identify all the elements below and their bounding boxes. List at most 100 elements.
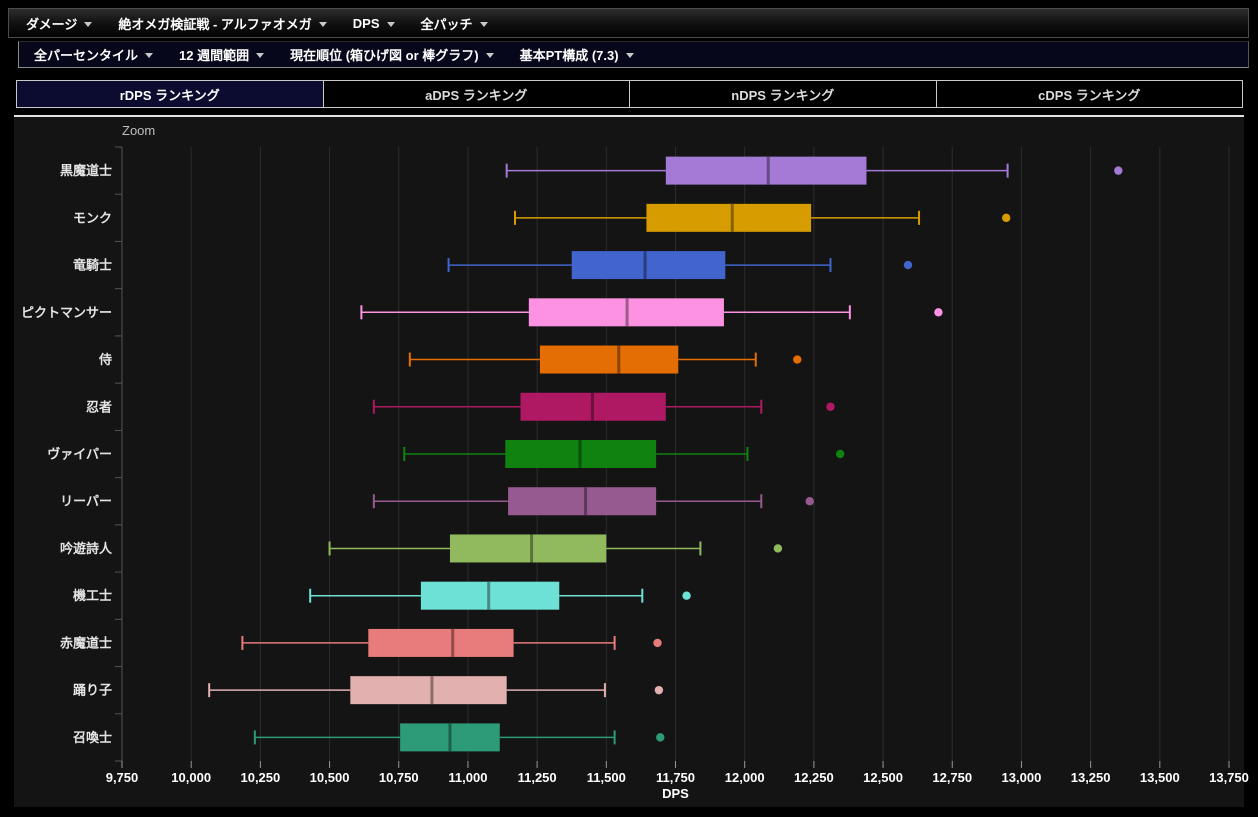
outlier-reaper[interactable] [805, 497, 814, 506]
caret-down-icon [485, 53, 494, 58]
boxplot-dancer[interactable]: 踊り子 [73, 676, 664, 705]
encounter-menu[interactable]: 絶オメガ検証戦 - アルファオメガ [105, 9, 339, 37]
timeframe-menu-label: 12 週間範囲 [179, 48, 250, 63]
primary-menubar: ダメージ 絶オメガ検証戦 - アルファオメガ DPS 全パッチ [8, 8, 1249, 38]
outlier-dragoon[interactable] [903, 260, 913, 270]
x-axis-tick-label: 11,750 [656, 770, 695, 785]
chart-type-menu[interactable]: 現在順位 (箱ひげ図 or 棒グラフ) [277, 42, 507, 67]
outlier-summoner[interactable] [656, 733, 665, 742]
caret-down-icon [479, 21, 488, 27]
iqr-box[interactable] [646, 203, 812, 232]
boxplot-reaper[interactable]: リーパー [60, 487, 814, 516]
dps-boxplot-chart: 9,750 10,000 10,250 10,500 10,750 11,000 11,25… [21, 146, 1249, 801]
x-axis-tick-label: 13,750 [1209, 770, 1249, 785]
x-axis-tick-label: 13,250 [1071, 770, 1111, 785]
chart-panel: Zoom 9,750 10,000 10,250 10,500 10,750 11,000… [14, 115, 1249, 807]
iqr-box[interactable] [665, 156, 867, 185]
x-axis-tick-label: 10,000 [171, 770, 211, 785]
outlier-pictomancer[interactable] [934, 308, 943, 317]
timeframe-menu[interactable]: 12 週間範囲 [166, 42, 277, 67]
tab-rdps[interactable]: rDPS ランキング [17, 81, 323, 107]
job-label-blackmage: 黒魔道士 [60, 163, 112, 178]
boxplot-blackmage[interactable]: 黒魔道士 [60, 156, 1123, 185]
job-label-summoner: 召喚士 [73, 730, 112, 745]
job-label-pictomancer: ピクトマンサー [21, 305, 112, 320]
tab-adps[interactable]: aDPS ランキング [322, 81, 629, 107]
x-axis-tick-label: 12,250 [794, 770, 834, 785]
caret-down-icon [256, 53, 265, 58]
boxplot-monk[interactable]: モンク [73, 203, 1011, 232]
outlier-blackmage[interactable] [1114, 166, 1123, 175]
outlier-monk[interactable] [1002, 213, 1011, 223]
patch-menu[interactable]: 全パッチ [408, 9, 501, 37]
x-axis-tick-label: 13,000 [1002, 770, 1042, 785]
caret-down-icon [318, 21, 327, 27]
boxplot-dragoon[interactable]: 竜騎士 [73, 251, 913, 280]
x-axis-tick-label: 11,000 [448, 770, 487, 785]
outlier-redmage[interactable] [653, 638, 662, 648]
x-axis-tick-label: 11,500 [587, 770, 626, 785]
x-axis-tick-label: 9,750 [106, 770, 139, 785]
metric-menu-label: DPS [352, 15, 380, 31]
x-axis-tick-label: 10,500 [310, 770, 350, 785]
caret-down-icon [386, 21, 395, 27]
job-label-ninja: 忍者 [86, 399, 112, 414]
job-label-bard: 吟遊詩人 [60, 541, 113, 556]
job-label-monk: モンク [73, 210, 112, 225]
tab-ndps[interactable]: nDPS ランキング [629, 81, 936, 107]
boxplot-machinist[interactable]: 機工士 [73, 581, 691, 610]
caret-down-icon [625, 53, 634, 58]
job-label-dancer: 踊り子 [73, 683, 112, 698]
boxplot-pictomancer[interactable]: ピクトマンサー [21, 298, 943, 327]
encounter-menu-label: 絶オメガ検証戦 - アルファオメガ [118, 16, 312, 32]
outlier-dancer[interactable] [654, 685, 664, 695]
iqr-box[interactable] [571, 251, 726, 280]
patch-menu-label: 全パッチ [420, 16, 473, 32]
boxplot-bard[interactable]: 吟遊詩人 [60, 534, 783, 563]
iqr-box[interactable] [350, 676, 507, 705]
ranking-tabs: rDPS ランキング aDPS ランキング nDPS ランキング cDPS ランキング [16, 80, 1243, 108]
filter-menubar: 全パーセンタイル 12 週間範囲 現在順位 (箱ひげ図 or 棒グラフ) 基本PT構成… [18, 41, 1249, 68]
tab-cdps[interactable]: cDPS ランキング [935, 81, 1242, 107]
iqr-box[interactable] [368, 628, 514, 657]
x-axis-tick-label: 10,250 [240, 770, 280, 785]
x-axis-tick-label: 10,750 [379, 770, 419, 785]
outlier-samurai[interactable] [793, 355, 802, 364]
party-comp-menu-label: 基本PT構成 (7.3) [519, 48, 619, 63]
outlier-ninja[interactable] [826, 402, 835, 411]
damage-menu[interactable]: ダメージ [13, 9, 105, 37]
job-label-viper: ヴァイパー [47, 447, 112, 462]
job-label-redmage: 赤魔道士 [60, 635, 112, 650]
percentile-menu[interactable]: 全パーセンタイル [21, 42, 166, 67]
boxplot-samurai[interactable]: 侍 [98, 345, 802, 374]
metric-menu[interactable]: DPS [340, 9, 408, 37]
zoom-label: Zoom [122, 123, 156, 138]
x-axis-tick-label: 11,250 [518, 770, 557, 785]
boxplot-viper[interactable]: ヴァイパー [47, 440, 845, 468]
damage-menu-label: ダメージ [26, 16, 78, 32]
x-axis-tick-label: 12,750 [932, 770, 972, 785]
party-comp-menu[interactable]: 基本PT構成 (7.3) [507, 42, 647, 67]
boxplot-summoner[interactable]: 召喚士 [73, 723, 665, 752]
boxplot-ninja[interactable]: 忍者 [86, 392, 835, 421]
x-axis-title: DPS [662, 786, 689, 801]
job-label-dragoon: 竜騎士 [73, 258, 112, 273]
job-label-samurai: 侍 [98, 352, 112, 367]
outlier-viper[interactable] [835, 449, 845, 459]
outlier-bard[interactable] [773, 544, 783, 553]
x-axis-tick-label: 13,500 [1140, 770, 1180, 785]
iqr-box[interactable] [539, 345, 679, 374]
x-axis-tick-label: 12,500 [863, 770, 903, 785]
percentile-menu-label: 全パーセンタイル [34, 48, 139, 63]
job-label-machinist: 機工士 [73, 588, 112, 603]
iqr-box[interactable] [449, 534, 607, 563]
x-axis-tick-label: 12,000 [725, 770, 765, 785]
iqr-box[interactable] [508, 487, 657, 516]
caret-down-icon [145, 53, 154, 58]
outlier-machinist[interactable] [682, 591, 691, 600]
boxplot-redmage[interactable]: 赤魔道士 [60, 628, 662, 657]
chart-type-menu-label: 現在順位 (箱ひげ図 or 棒グラフ) [290, 48, 479, 63]
caret-down-icon [84, 21, 93, 27]
job-label-reaper: リーパー [60, 494, 112, 509]
